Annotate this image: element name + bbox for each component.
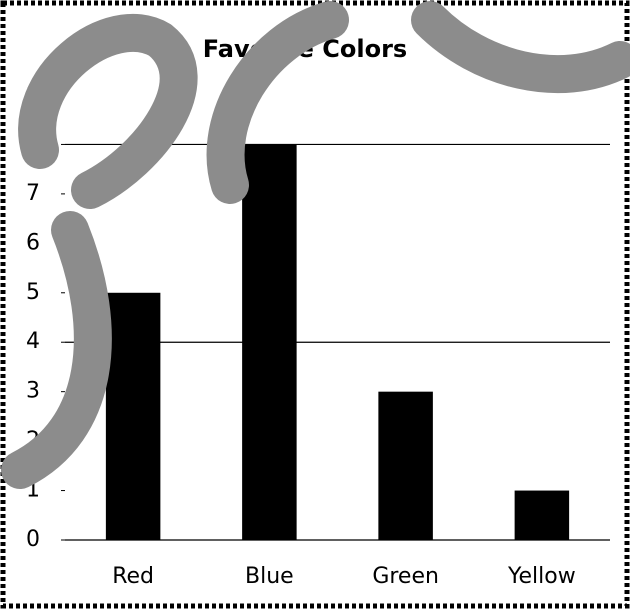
x-tick-label: Yellow [507,564,576,589]
bar [378,391,433,540]
bar [105,292,161,540]
y-tick-label: 4 [26,329,40,354]
x-tick-label: Red [112,564,154,589]
y-tick-label: 5 [26,280,40,305]
bar [242,144,297,540]
x-tick-label: Green [372,564,439,589]
y-tick-label: 3 [26,379,40,404]
y-tick-label: 6 [26,230,40,255]
y-tick-label: 0 [26,527,40,552]
bar [514,490,570,540]
occluding-scribble [1,1,630,489]
y-tick-label: 7 [26,181,40,206]
x-tick-label: Blue [245,564,294,589]
